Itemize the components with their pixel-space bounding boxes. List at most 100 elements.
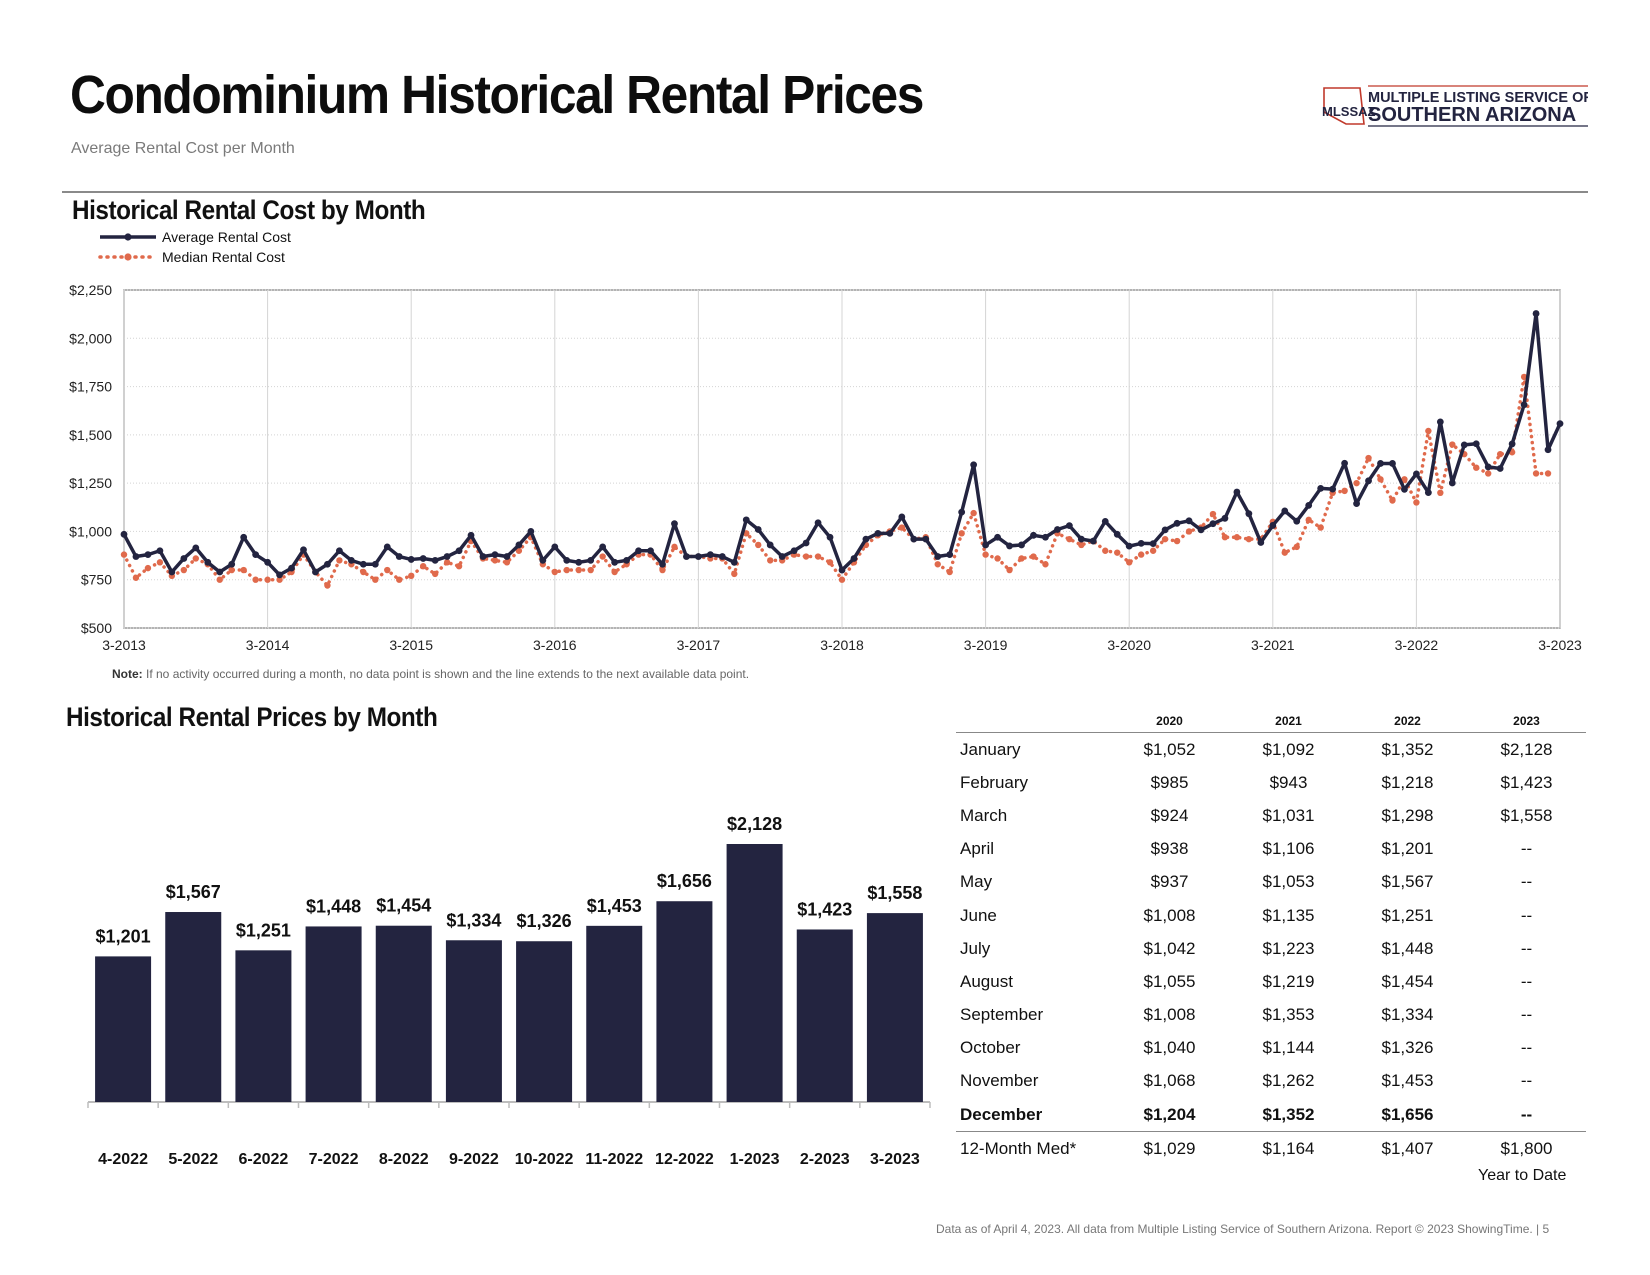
table-cell: $1,448 <box>1381 938 1434 958</box>
x-tick-label: 3-2016 <box>533 637 577 653</box>
bar <box>235 950 292 1102</box>
header-divider <box>62 191 1588 193</box>
table-cell: $1,053 <box>1262 872 1315 892</box>
table-row: April $938 $1,106 $1,201 -- <box>956 833 1586 866</box>
average-point <box>1281 507 1289 515</box>
median-point <box>1401 476 1408 483</box>
average-point <box>1209 520 1217 528</box>
table-row: November $1,068 $1,262 $1,453 -- <box>956 1065 1586 1098</box>
table-row-label: September <box>960 1005 1044 1025</box>
price-table: 2020 2021 2022 2023 January $1,052 $1,092 $1,3… <box>956 710 1586 1166</box>
average-point <box>635 547 642 555</box>
average-point <box>850 555 858 562</box>
y-tick-label: $1,250 <box>69 475 112 491</box>
median-point <box>994 555 1001 562</box>
median-point <box>156 559 164 566</box>
table-row-label: January <box>960 739 1021 759</box>
median-point <box>1544 470 1552 477</box>
median-point <box>419 562 427 570</box>
table-cell: $1,031 <box>1262 805 1315 825</box>
median-point <box>192 555 199 562</box>
average-point <box>216 568 224 576</box>
average-point <box>419 555 427 562</box>
average-point <box>1556 420 1564 428</box>
line-chart-title: Historical Rental Cost by Month <box>72 195 426 225</box>
median-point <box>1449 441 1456 448</box>
table-cell: $1,353 <box>1262 1005 1315 1025</box>
bar-category-label: 1-2023 <box>730 1151 780 1168</box>
table-cell: $1,656 <box>1381 1104 1434 1124</box>
bar <box>375 925 432 1102</box>
x-tick-label: 3-2014 <box>246 637 290 653</box>
average-point <box>347 557 355 564</box>
median-point <box>324 582 331 589</box>
bar-category-label: 3-2023 <box>870 1151 920 1168</box>
average-point <box>790 547 798 555</box>
median-point <box>1221 534 1229 541</box>
median-point <box>120 551 128 558</box>
average-point <box>994 533 1001 541</box>
average-point <box>1077 535 1085 543</box>
median-point <box>1114 549 1121 556</box>
bar-value-label: $1,558 <box>867 883 922 903</box>
median-point <box>1425 427 1432 435</box>
bar <box>586 925 643 1102</box>
legend-average-label: Average Rental Cost <box>162 229 291 245</box>
table-cell: -- <box>1520 1038 1533 1058</box>
table-cell: $1,352 <box>1381 739 1434 759</box>
median-point <box>599 553 606 560</box>
average-point <box>491 551 499 559</box>
x-tick-label: 3-2019 <box>964 637 1008 653</box>
bar-category-label: 5-2022 <box>168 1151 218 1168</box>
table-cell: -- <box>1520 1071 1533 1091</box>
median-point <box>611 568 618 576</box>
median-point <box>1341 487 1348 495</box>
median-point <box>946 568 953 576</box>
median-point <box>826 559 834 566</box>
bar-chart: $1,201 4-2022 $1,567 5-2022 $1,251 6-2022 $1,4… <box>87 814 931 1168</box>
average-point <box>1089 537 1097 545</box>
average-point <box>336 547 343 555</box>
average-point <box>1173 519 1181 527</box>
average-point <box>1520 401 1528 409</box>
average-point <box>623 557 630 564</box>
table-cell: $985 <box>1150 772 1189 792</box>
average-point <box>587 557 595 564</box>
table-row: March $924 $1,031 $1,298 $1,558 <box>956 799 1586 832</box>
median-point <box>1030 553 1037 560</box>
table-cell: $1,251 <box>1381 905 1434 925</box>
average-point <box>671 520 678 528</box>
bar <box>656 901 713 1102</box>
average-point <box>910 535 918 543</box>
average-point <box>1532 310 1540 317</box>
table-cell: $1,262 <box>1262 1071 1315 1091</box>
average-point <box>383 543 391 551</box>
median-point <box>455 562 463 570</box>
table-cell: $924 <box>1150 805 1189 825</box>
table-cell: -- <box>1520 938 1533 958</box>
average-point <box>898 513 906 521</box>
average-point <box>1030 531 1037 539</box>
average-point <box>168 568 176 576</box>
median-point <box>1018 555 1025 562</box>
median-point <box>1317 524 1324 531</box>
median-point <box>1185 528 1193 535</box>
table-cell: $2,128 <box>1500 739 1553 759</box>
table-cell: -- <box>1520 1104 1533 1124</box>
median-point <box>228 566 235 574</box>
table-row-label: March <box>960 805 1008 825</box>
average-point <box>647 547 654 555</box>
average-point <box>1460 441 1468 449</box>
table-cell: -- <box>1520 1005 1533 1025</box>
median-point <box>1293 543 1300 551</box>
average-point <box>144 551 152 559</box>
bar-value-label: $1,201 <box>96 926 151 946</box>
table-body: January $1,052 $1,092 $1,352 $2,128 February $… <box>956 733 1586 1166</box>
median-point <box>396 576 403 583</box>
average-point <box>288 564 295 572</box>
average-point <box>156 547 164 555</box>
median-point <box>180 566 188 574</box>
x-tick-label: 3-2015 <box>389 637 433 653</box>
average-point <box>1317 484 1325 492</box>
table-cell: $1,558 <box>1500 805 1553 825</box>
